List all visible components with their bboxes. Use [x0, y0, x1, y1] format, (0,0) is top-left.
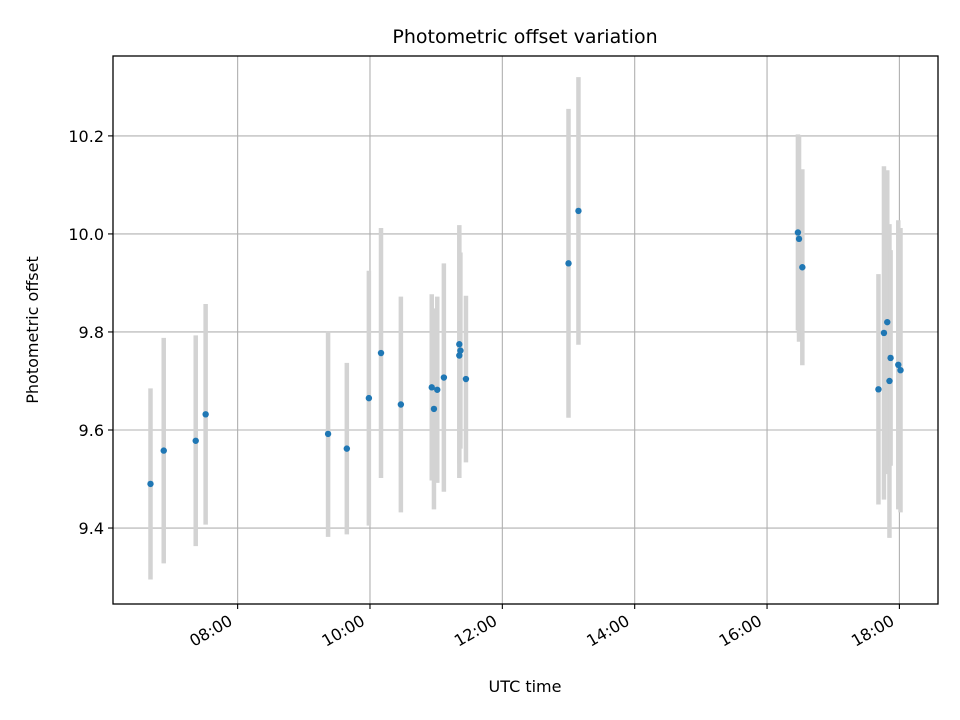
data-point [795, 235, 803, 243]
data-point [799, 264, 806, 271]
data-point [428, 384, 435, 391]
data-point [887, 354, 894, 362]
data-point [886, 377, 893, 385]
data-point [456, 341, 463, 348]
y-tick-label: 9.6 [79, 421, 104, 440]
data-point [434, 386, 441, 393]
data-point [343, 445, 351, 452]
y-axis-label: Photometric offset [23, 256, 42, 404]
data-point [440, 374, 448, 381]
data-point [457, 347, 464, 354]
y-axis-ticks: 9.4 9.6 9.8 10.0 10.2 [68, 127, 113, 538]
data-point [565, 260, 572, 267]
data-point [575, 207, 582, 215]
data-point [147, 480, 154, 488]
data-point [365, 394, 373, 402]
plot-frame [112, 55, 939, 605]
data-point [794, 229, 802, 236]
data-point [160, 447, 167, 454]
data-point [884, 318, 891, 326]
data-point [875, 386, 882, 393]
data-point [192, 437, 199, 444]
data-point [202, 411, 209, 418]
data-point [397, 401, 405, 408]
data-point [880, 329, 888, 337]
data-point [895, 361, 902, 369]
data-point [462, 375, 470, 383]
y-tick-label: 10.0 [68, 225, 104, 244]
data-point [897, 366, 904, 374]
data-point [456, 352, 463, 359]
data-point [324, 430, 332, 438]
chart-title: Photometric offset variation [392, 26, 657, 48]
data-points [147, 207, 904, 488]
data-point [377, 349, 385, 357]
data-point [430, 405, 438, 413]
y-tick-label: 10.2 [68, 127, 104, 146]
y-tick-label: 9.8 [79, 323, 104, 342]
x-axis-label: UTC time [489, 677, 562, 696]
y-tick-label: 9.4 [79, 519, 104, 538]
